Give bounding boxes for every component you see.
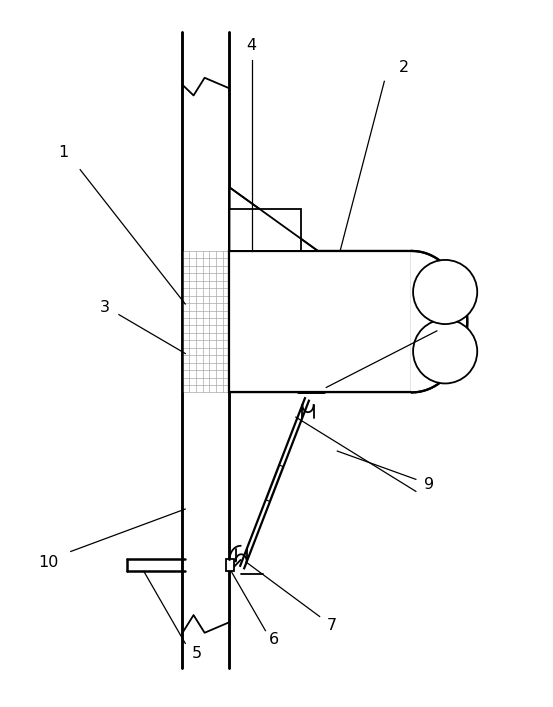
Text: 5: 5	[191, 646, 201, 662]
Polygon shape	[226, 559, 234, 571]
Polygon shape	[182, 251, 229, 392]
Polygon shape	[229, 251, 412, 392]
Polygon shape	[229, 209, 301, 251]
Text: 9: 9	[424, 477, 434, 492]
Text: 3: 3	[100, 300, 110, 315]
Text: 4: 4	[247, 38, 257, 54]
Text: 8: 8	[446, 314, 456, 329]
Text: 10: 10	[39, 554, 59, 570]
Text: 7: 7	[327, 618, 337, 633]
Polygon shape	[412, 251, 467, 392]
Circle shape	[413, 260, 477, 324]
Text: 1: 1	[59, 144, 69, 160]
Text: 6: 6	[269, 632, 279, 648]
Text: 2: 2	[399, 59, 409, 75]
Polygon shape	[229, 187, 318, 251]
Circle shape	[413, 320, 477, 383]
